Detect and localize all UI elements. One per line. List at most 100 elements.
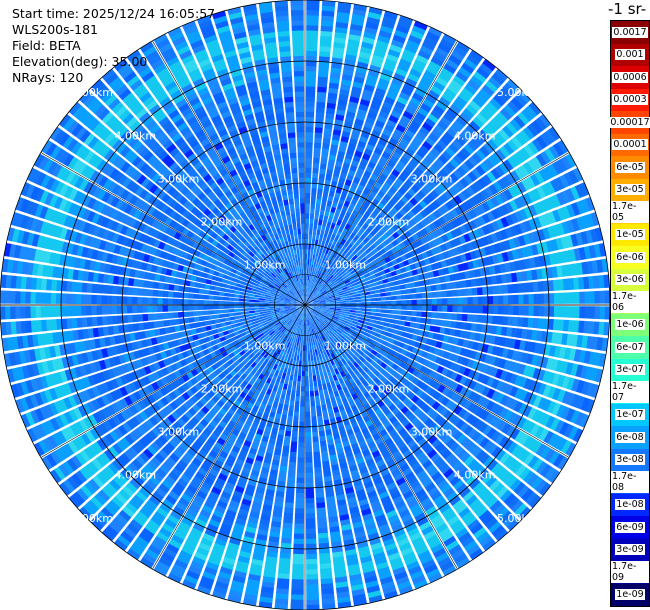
beta-gate xyxy=(378,110,390,119)
beta-gate xyxy=(325,301,331,303)
beta-gate xyxy=(573,277,580,290)
beta-gate xyxy=(471,167,482,179)
beta-gate xyxy=(334,297,341,301)
beta-gate xyxy=(475,323,483,333)
beta-gate xyxy=(405,288,412,294)
beta-gate xyxy=(293,411,299,418)
beta-gate xyxy=(482,315,489,324)
beta-gate xyxy=(307,340,310,347)
beta-gate xyxy=(306,14,319,21)
beta-gate xyxy=(481,125,494,138)
beta-gate xyxy=(334,309,341,313)
beta-gate xyxy=(472,206,482,217)
beta-gate xyxy=(306,50,318,57)
beta-gate xyxy=(531,138,544,152)
beta-gate xyxy=(309,301,316,304)
beta-gate xyxy=(305,192,311,199)
beta-gate xyxy=(546,196,557,210)
beta-gate xyxy=(449,103,462,115)
beta-gate xyxy=(327,291,334,295)
beta-gate xyxy=(552,161,563,175)
beta-gate xyxy=(365,21,379,30)
beta-gate xyxy=(382,100,394,110)
beta-gate xyxy=(574,291,580,304)
beta-gate xyxy=(430,189,440,199)
beta-gate xyxy=(429,325,436,332)
beta-gate xyxy=(377,34,391,44)
beta-gate xyxy=(441,290,448,298)
beta-gate xyxy=(519,259,527,270)
beta-gate xyxy=(466,288,473,296)
beta-gate xyxy=(428,60,442,72)
beta-gate xyxy=(346,147,355,155)
beta-gate xyxy=(291,579,304,585)
beta-gate xyxy=(473,71,487,83)
beta-gate xyxy=(393,72,406,82)
beta-gate xyxy=(573,320,580,333)
beta-gate xyxy=(453,154,464,165)
beta-gate xyxy=(311,280,315,286)
beta-gate xyxy=(374,289,381,294)
beta-gate xyxy=(360,308,367,312)
beta-gate xyxy=(531,188,542,201)
beta-gate xyxy=(340,238,347,246)
beta-gate xyxy=(308,269,311,275)
beta-gate xyxy=(527,123,539,137)
beta-gate xyxy=(543,306,550,317)
beta-gate xyxy=(441,214,451,224)
beta-gate xyxy=(378,29,392,39)
beta-gate xyxy=(500,204,510,216)
beta-gate xyxy=(337,150,346,158)
beta-gate xyxy=(337,182,344,189)
beta-gate xyxy=(568,320,575,332)
beta-gate xyxy=(507,139,519,152)
beta-gate xyxy=(390,295,397,301)
beta-gate xyxy=(305,213,310,219)
beta-gate xyxy=(330,307,336,310)
beta-gate xyxy=(329,211,335,218)
beta-gate xyxy=(576,262,584,276)
beta-gate xyxy=(449,328,456,337)
beta-gate xyxy=(391,168,401,178)
beta-gate xyxy=(310,264,314,271)
beta-gate xyxy=(309,385,314,392)
beta-gate xyxy=(553,306,560,318)
beta-gate xyxy=(292,380,297,387)
beta-gate xyxy=(313,244,318,251)
beta-gate xyxy=(477,296,484,305)
beta-gate xyxy=(528,294,535,304)
beta-gate xyxy=(437,120,449,131)
beta-gate xyxy=(306,55,317,62)
beta-gate xyxy=(291,584,304,591)
beta-gate xyxy=(313,461,322,468)
beta-gate xyxy=(309,223,314,230)
beta-gate xyxy=(326,221,332,228)
beta-gate xyxy=(329,72,341,79)
beta-gate xyxy=(439,327,446,335)
beta-gate xyxy=(442,305,448,312)
beta-gate xyxy=(318,296,325,300)
beta-gate xyxy=(388,198,397,207)
beta-gate xyxy=(346,249,353,256)
beta-gate xyxy=(376,177,385,186)
beta-gate xyxy=(326,102,336,110)
beta-gate xyxy=(509,212,519,224)
beta-gate xyxy=(530,120,544,134)
beta-gate xyxy=(316,283,321,289)
beta-gate xyxy=(450,229,459,239)
beta-gate xyxy=(296,380,301,387)
beta-gate xyxy=(442,298,448,305)
beta-gate xyxy=(428,132,439,143)
beta-gate xyxy=(439,275,446,283)
beta-gate xyxy=(350,309,356,313)
beta-gate xyxy=(585,213,595,228)
beta-gate xyxy=(475,164,486,176)
beta-gate xyxy=(340,298,346,302)
beta-gate xyxy=(498,128,510,141)
beta-gate xyxy=(414,322,421,329)
beta-gate xyxy=(362,243,370,251)
beta-gate xyxy=(322,0,336,7)
beta-gate xyxy=(395,211,404,220)
beta-gate xyxy=(428,165,438,176)
beta-gate xyxy=(427,113,439,124)
